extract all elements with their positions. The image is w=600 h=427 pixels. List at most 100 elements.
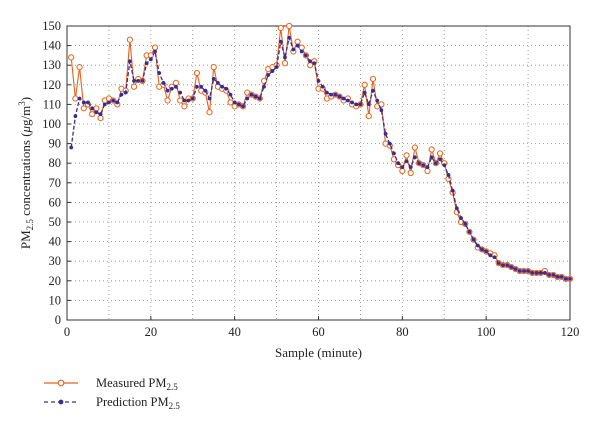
prediction-point: [371, 88, 375, 93]
prediction-point: [178, 90, 183, 95]
prediction-point: [136, 78, 141, 83]
prediction-point: [429, 155, 434, 160]
prediction-point: [165, 88, 170, 93]
measured-point: [210, 64, 217, 71]
measured-point: [177, 97, 184, 104]
legend-marker-prediction: [58, 399, 64, 405]
x-tick-label: 0: [64, 325, 70, 339]
y-tick-label: 80: [49, 156, 62, 170]
prediction-point: [144, 61, 149, 66]
prediction-point: [425, 165, 430, 170]
y-tick-label: 140: [42, 39, 61, 53]
prediction-point: [115, 100, 120, 105]
ylabel-post: ): [18, 97, 33, 101]
measured-point: [307, 62, 314, 69]
measured-point: [361, 81, 368, 88]
legend: Measured PM2.5 Prediction PM2.5: [44, 376, 180, 411]
x-tick-label: 40: [228, 325, 241, 339]
prediction-point: [471, 237, 476, 242]
y-tick-label: 50: [49, 215, 62, 229]
prediction-point: [417, 161, 421, 166]
prediction-point: [161, 80, 166, 85]
prediction-point: [77, 96, 82, 101]
prediction-point: [454, 206, 459, 211]
prediction-point: [232, 100, 237, 105]
prediction-point: [366, 102, 371, 107]
measured-point: [403, 152, 410, 159]
prediction-point: [186, 98, 191, 103]
prediction-point: [463, 222, 468, 226]
prediction-point: [249, 92, 254, 97]
prediction-point: [563, 276, 568, 281]
prediction-point: [102, 102, 107, 107]
prediction-point: [236, 102, 241, 107]
prediction-point: [488, 253, 493, 258]
prediction-point: [257, 96, 262, 101]
prediction-point: [467, 229, 472, 234]
ylabel-sub: 2.5: [25, 219, 35, 231]
y-tick-label: 60: [49, 195, 62, 209]
prediction-line: [70, 35, 570, 280]
prediction-point: [245, 96, 250, 101]
prediction-point: [304, 53, 308, 58]
prediction-point: [291, 47, 296, 52]
y-tick-label: 40: [49, 235, 62, 249]
y-tick-label: 10: [49, 293, 62, 307]
prediction-point: [299, 49, 304, 54]
prediction-point: [287, 35, 292, 40]
measured-point: [436, 150, 444, 157]
measured-point: [80, 105, 87, 112]
prediction-point: [312, 61, 317, 66]
prediction-point: [333, 92, 338, 97]
measured-point: [193, 69, 201, 77]
prediction-point: [513, 267, 518, 271]
measured-point: [130, 83, 138, 90]
legend-prediction-pre: Prediction PM: [96, 395, 169, 409]
prediction-point: [421, 163, 426, 168]
legend-label-prediction: Prediction PM2.5: [96, 395, 180, 411]
x-tick-label: 60: [312, 325, 325, 339]
prediction-point: [480, 247, 484, 252]
prediction-point: [383, 131, 388, 136]
y-tick-label: 70: [49, 176, 62, 190]
prediction-point: [400, 165, 405, 170]
prediction-point: [195, 84, 199, 89]
prediction-point: [530, 271, 535, 275]
prediction-point: [337, 94, 342, 99]
measured-point: [407, 169, 414, 177]
prediction-point: [404, 159, 409, 164]
prediction-point: [278, 39, 283, 44]
prediction-point: [203, 88, 208, 93]
prediction-point: [492, 255, 497, 260]
prediction-point: [475, 243, 480, 248]
prediction-point: [190, 96, 195, 101]
prediction-point: [81, 100, 86, 105]
prediction-point: [174, 84, 178, 89]
prediction-point: [387, 141, 392, 146]
prediction-point: [207, 96, 212, 101]
prediction-point: [496, 261, 501, 266]
measured-point: [365, 113, 372, 120]
measured-point: [68, 54, 75, 61]
measured-point: [126, 36, 133, 43]
ylabel-mid: concentrations (: [18, 132, 33, 219]
series-measured: [68, 22, 574, 282]
prediction-point: [534, 271, 539, 275]
prediction-point: [501, 263, 505, 268]
measured-point: [72, 95, 79, 102]
prediction-point: [433, 161, 438, 166]
prediction-point: [295, 43, 300, 48]
measured-point: [172, 79, 180, 86]
prediction-point: [107, 100, 111, 105]
prediction-point: [86, 100, 90, 105]
measured-point: [76, 64, 83, 71]
x-axis-label: Sample (minute): [275, 345, 362, 360]
prediction-point: [119, 92, 124, 97]
prediction-point: [450, 188, 455, 193]
prediction-point: [148, 57, 153, 62]
prediction-point: [484, 249, 489, 254]
prediction-point: [127, 59, 132, 64]
prediction-point: [69, 145, 74, 150]
prediction-point: [153, 49, 157, 54]
